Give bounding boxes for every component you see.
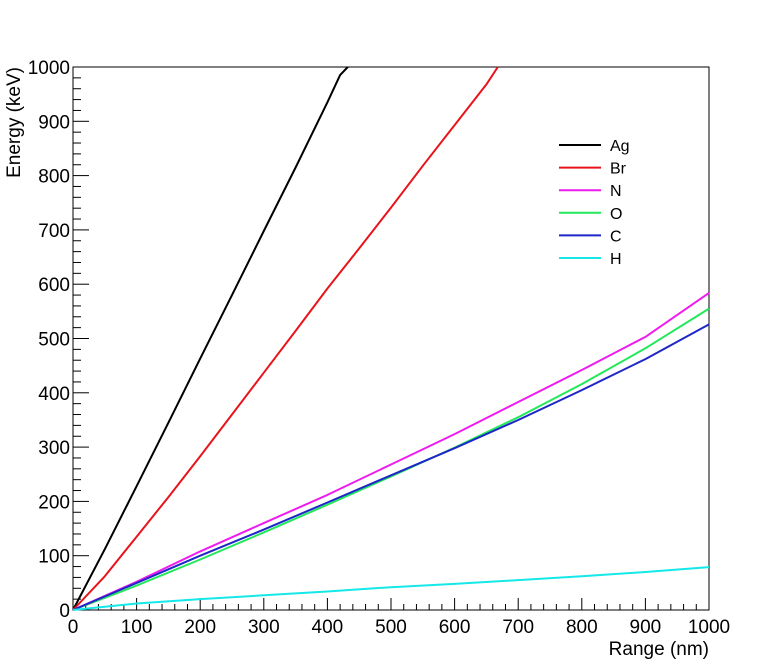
legend-label-n: N xyxy=(610,183,622,200)
y-tick-label: 600 xyxy=(38,275,70,296)
y-tick-label: 100 xyxy=(38,547,70,568)
y-tick-label: 300 xyxy=(38,438,70,459)
y-tick-label: 0 xyxy=(59,601,70,622)
y-tick-label: 400 xyxy=(38,384,70,405)
x-tick-label: 600 xyxy=(439,617,471,638)
x-tick-label: 900 xyxy=(630,617,662,638)
legend-label-o: O xyxy=(610,206,622,223)
series-line-ag xyxy=(72,66,349,611)
series-layer xyxy=(72,66,710,611)
y-tick-label: 500 xyxy=(38,330,70,351)
y-tick-label: 900 xyxy=(38,112,70,133)
x-tick-label: 0 xyxy=(68,617,79,638)
series-line-c xyxy=(72,323,710,611)
legend-label-ag: Ag xyxy=(610,138,630,155)
x-tick-label: 300 xyxy=(248,617,280,638)
x-tick-label: 500 xyxy=(375,617,407,638)
series-line-br xyxy=(72,66,499,611)
y-axis-label: Energy (keV) xyxy=(4,67,25,178)
x-axis-label: Range (nm) xyxy=(609,639,709,660)
x-tick-label: 700 xyxy=(502,617,534,638)
axis-ticks xyxy=(72,66,710,611)
y-tick-label: 700 xyxy=(38,221,70,242)
y-tick-label: 1000 xyxy=(28,58,70,79)
legend-label-c: C xyxy=(610,228,622,245)
legend-label-h: H xyxy=(610,251,622,268)
x-tick-label: 800 xyxy=(566,617,598,638)
y-tick-label: 200 xyxy=(38,492,70,513)
series-line-n xyxy=(72,292,710,611)
legend-label-br: Br xyxy=(610,161,627,178)
series-line-o xyxy=(72,307,710,611)
y-tick-label: 800 xyxy=(38,167,70,188)
x-tick-label: 100 xyxy=(121,617,153,638)
series-line-h xyxy=(72,566,710,611)
x-tick-label: 200 xyxy=(184,617,216,638)
x-tick-labels: 0 100 200 300 400 500 600 700 800 900 1000 xyxy=(68,617,730,638)
y-tick-labels: 0 100 200 300 400 500 600 700 800 900 1000 xyxy=(28,58,70,622)
x-tick-label: 400 xyxy=(312,617,344,638)
x-tick-label: 1000 xyxy=(688,617,730,638)
